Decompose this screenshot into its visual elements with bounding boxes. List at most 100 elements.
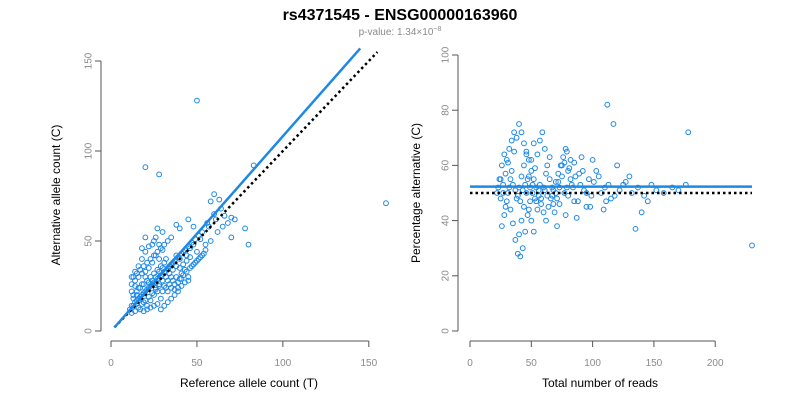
data-point (147, 256, 154, 262)
data-point (207, 238, 214, 244)
data-point (579, 168, 586, 174)
data-point (147, 274, 154, 280)
data-point (175, 279, 181, 286)
data-point (171, 292, 178, 298)
data-point (524, 212, 531, 218)
data-point (187, 254, 193, 261)
data-point (142, 234, 149, 241)
data-point (169, 277, 176, 284)
data-point (507, 206, 514, 213)
data-point (544, 162, 551, 169)
data-point (525, 156, 532, 163)
data-point (178, 275, 185, 282)
data-point (523, 151, 530, 158)
data-point (187, 265, 193, 271)
data-point (567, 176, 574, 183)
data-point (555, 179, 562, 185)
data-point (532, 165, 538, 172)
data-point (224, 220, 231, 226)
data-point (168, 295, 175, 302)
data-point (552, 179, 559, 185)
data-point (156, 171, 163, 178)
data-point (518, 217, 525, 224)
data-point (211, 211, 218, 217)
data-point (749, 242, 755, 249)
data-point (173, 221, 180, 228)
left-panel: Reference allele count (T) Alternative a… (49, 47, 389, 390)
data-point (176, 225, 183, 232)
data-point (632, 225, 639, 232)
data-point (560, 154, 567, 161)
data-point (157, 306, 164, 313)
data-point (527, 198, 533, 205)
data-point (571, 198, 578, 205)
data-point (528, 168, 535, 174)
data-point (161, 241, 168, 248)
data-point (502, 170, 509, 177)
data-point (518, 173, 525, 180)
chart-subtitle: p-value: 1.34×10−8 (359, 26, 442, 38)
left-x-tick-label: 100 (275, 358, 292, 369)
data-point (555, 170, 562, 177)
data-point (511, 129, 518, 136)
data-point (151, 252, 157, 259)
data-point (228, 214, 235, 221)
data-point (566, 165, 573, 172)
data-point (517, 253, 524, 260)
data-point (159, 229, 166, 235)
right-x-tick-label: 100 (584, 358, 601, 369)
data-point (506, 145, 513, 152)
data-point (626, 173, 633, 180)
data-point (539, 129, 546, 136)
data-point (583, 203, 590, 210)
data-point (154, 248, 161, 255)
data-point (541, 145, 548, 152)
data-point (535, 192, 542, 199)
data-point (498, 223, 505, 230)
data-point (144, 259, 150, 266)
data-point (501, 212, 508, 218)
data-point (199, 252, 205, 259)
data-point (139, 301, 145, 307)
data-point (513, 195, 520, 202)
data-point (171, 286, 178, 293)
data-point (130, 292, 137, 298)
subtitle-pvalue-base: p-value: 1.34×10 (359, 27, 434, 38)
data-point (638, 209, 645, 216)
data-point (524, 176, 531, 183)
data-point (178, 283, 185, 289)
data-point (521, 203, 527, 210)
right-panel: Total number of reads Percentage alterna… (409, 46, 755, 390)
data-point (139, 245, 145, 252)
data-point (242, 225, 248, 232)
data-point (503, 156, 510, 163)
right-points (494, 101, 755, 260)
data-point (145, 265, 152, 271)
data-point (185, 216, 192, 223)
data-point (614, 162, 621, 169)
data-point (508, 137, 515, 144)
data-point (600, 206, 607, 213)
data-point (559, 173, 565, 180)
data-point (523, 190, 530, 196)
data-point (593, 168, 600, 174)
left-points (127, 97, 389, 316)
data-point (192, 259, 199, 266)
data-point (622, 179, 629, 185)
data-point (154, 266, 161, 273)
data-point (142, 297, 149, 304)
data-point (525, 206, 532, 213)
data-point (512, 237, 519, 243)
data-point (576, 170, 583, 177)
data-point (565, 192, 571, 199)
data-point (550, 201, 557, 207)
data-point (522, 228, 529, 235)
data-point (510, 220, 516, 227)
data-point (140, 281, 147, 288)
data-point (562, 212, 569, 218)
data-point (185, 277, 192, 284)
data-point (521, 140, 527, 147)
data-point (543, 170, 549, 177)
data-point (497, 176, 504, 183)
